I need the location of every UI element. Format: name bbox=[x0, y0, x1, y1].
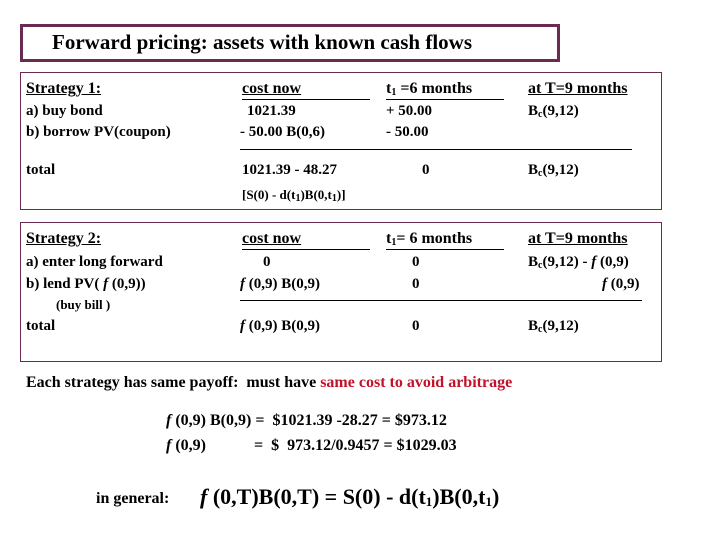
strategy1-col-t1: t1 =6 months bbox=[386, 80, 473, 98]
strategy2-total-cost: f (0,9) B(0,9) bbox=[240, 318, 320, 334]
strategy2-col-T: at T=9 months bbox=[528, 230, 628, 247]
strategy1-row-a-T: Bc(9,12) bbox=[528, 103, 579, 120]
strategy1-row-a-t1: + 50.00 bbox=[386, 103, 433, 119]
equation-line-2: f (0,9) = $ 973.12/0.9457 = $1029.03 bbox=[166, 437, 457, 454]
strategy1-row-b-t1: - 50.00 bbox=[386, 124, 429, 140]
strategy1-total-label: total bbox=[26, 162, 56, 178]
general-formula: f (0,T)B(0,T) = S(0) - d(t1)B(0,t1) bbox=[200, 484, 500, 509]
equation-line-2-rhs: = $ 973.12/0.9457 = $1029.03 bbox=[253, 437, 457, 454]
strategy1-total-T: Bc(9,12) bbox=[528, 162, 579, 179]
general-label: in general: bbox=[96, 490, 170, 507]
strategy1-panel bbox=[20, 72, 662, 210]
strategy1-total-cost: 1021.39 - 48.27 bbox=[242, 162, 337, 178]
strategy1-row-a-label: a) buy bond bbox=[26, 103, 103, 119]
strategy1-col-t1-underline bbox=[386, 99, 504, 100]
strategy2-panel bbox=[20, 222, 662, 362]
strategy2-total-t1: 0 bbox=[412, 318, 420, 334]
strategy2-total-label: total bbox=[26, 318, 56, 334]
conclusion-prefix: Each strategy has same payoff: must have bbox=[26, 374, 321, 391]
strategy2-row-a-t1: 0 bbox=[412, 254, 420, 270]
strategy1-col-T: at T=9 months bbox=[528, 80, 628, 97]
strategy2-col-cost-now: cost now bbox=[242, 230, 302, 247]
equation-line-1-rhs: $1021.39 -28.27 = $973.12 bbox=[272, 412, 447, 429]
strategy2-row-a-T: Bc(9,12) - f (0,9) bbox=[528, 254, 629, 271]
strategy2-col-t1: t1= 6 months bbox=[386, 230, 473, 248]
strategy2-row-b-cost: f (0,9) B(0,9) bbox=[240, 276, 320, 292]
page-title: Forward pricing: assets with known cash … bbox=[52, 30, 473, 54]
strategy1-col-cost-now: cost now bbox=[242, 80, 302, 97]
strategy1-total-t1: 0 bbox=[422, 162, 430, 178]
strategy2-heading: Strategy 2: bbox=[26, 230, 102, 247]
equation-line-1: f (0,9) B(0,9) = $1021.39 -28.27 = $973.… bbox=[166, 412, 447, 429]
strategy2-col-cost-underline bbox=[242, 249, 370, 250]
strategy1-row-b-label: b) borrow PV(coupon) bbox=[26, 124, 171, 140]
strategy1-col-cost-underline bbox=[242, 99, 370, 100]
strategy1-row-a-cost: 1021.39 bbox=[247, 103, 296, 119]
strategy1-row-b-cost: - 50.00 B(0,6) bbox=[240, 124, 325, 140]
strategy1-total-rule bbox=[240, 149, 632, 150]
strategy2-col-t1-underline bbox=[386, 249, 504, 250]
strategy2-row-a-label: a) enter long forward bbox=[26, 254, 163, 270]
strategy1-heading: Strategy 1: bbox=[26, 80, 102, 97]
conclusion-highlight: same cost to avoid arbitrage bbox=[320, 374, 513, 391]
strategy2-total-T: Bc(9,12) bbox=[528, 318, 579, 335]
strategy2-total-rule bbox=[240, 300, 642, 301]
title-box bbox=[20, 24, 560, 62]
strategy2-row-a-cost: 0 bbox=[263, 254, 271, 270]
strategy2-row-b-T: f (0,9) bbox=[602, 276, 640, 292]
strategy2-row-b-label: b) lend PV( f (0,9)) bbox=[26, 276, 146, 292]
conclusion-line: Each strategy has same payoff: must have… bbox=[26, 374, 512, 392]
strategy1-note: [S(0) - d(t1)B(0,t1)] bbox=[242, 187, 346, 204]
strategy2-row-b-t1: 0 bbox=[412, 276, 420, 292]
strategy2-row-b-sub: (buy bill ) bbox=[56, 297, 111, 312]
